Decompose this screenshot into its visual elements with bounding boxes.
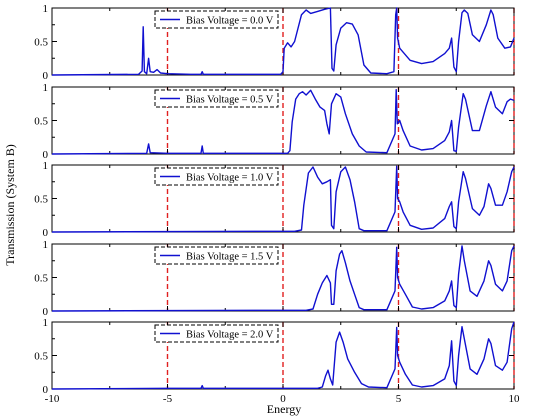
- legend-box: [154, 167, 279, 186]
- legend-box: [154, 246, 279, 265]
- transmission-series-line: [51, 89, 515, 155]
- y-tick-label: 0: [43, 306, 49, 318]
- transmission-series-line: [51, 165, 515, 233]
- y-tick-label: 0.5: [34, 273, 48, 285]
- panel-2: 0 0.5 1 Bias Voltage = 1.0 V: [34, 160, 515, 239]
- y-tick-label: 0.5: [34, 351, 48, 363]
- y-tick-label: 1: [43, 82, 49, 94]
- legend-box: [154, 10, 279, 29]
- x-tick-label: -5: [163, 393, 173, 405]
- panel-0: 0 0.5 1 Bias Voltage = 0.0 V: [34, 3, 515, 82]
- panels-group: 0 0.5 1 Bias Voltage = 0.0 V 0 0.5 1 Bias Volta…: [34, 3, 520, 405]
- legend-box: [154, 324, 279, 343]
- legend-box: [154, 89, 279, 108]
- y-tick-label: 0: [43, 149, 49, 161]
- transmission-series-line: [51, 7, 515, 76]
- panel-3: 0 0.5 1 Bias Voltage = 1.5 V: [34, 239, 515, 318]
- transmission-series-line: [51, 245, 515, 312]
- y-tick-label: 0.5: [34, 116, 48, 128]
- panel-4: 0 0.5 1 Bias Voltage = 2.0 V: [34, 317, 515, 396]
- y-tick-label: 1: [43, 3, 49, 15]
- y-tick-label: 0.5: [34, 194, 48, 206]
- y-tick-label: 0: [43, 70, 49, 82]
- transmission-series-line: [51, 321, 515, 390]
- y-tick-label: 1: [43, 160, 49, 172]
- y-tick-label: 1: [43, 239, 49, 251]
- y-axis-label: Transmission (System B): [3, 144, 17, 266]
- legend-label: Bias Voltage = 1.0 V: [186, 173, 274, 184]
- x-tick-label: -10: [45, 393, 60, 405]
- y-tick-label: 0: [43, 227, 49, 239]
- legend-label: Bias Voltage = 2.0 V: [186, 330, 274, 341]
- x-tick-label: 0: [280, 393, 286, 405]
- y-tick-label: 0: [43, 384, 49, 396]
- legend-label: Bias Voltage = 0.0 V: [186, 16, 274, 27]
- x-tick-label: 10: [509, 393, 521, 405]
- x-tick-label: 5: [396, 393, 402, 405]
- y-tick-label: 1: [43, 317, 49, 329]
- x-axis-label: Energy: [267, 402, 301, 416]
- panel-1: 0 0.5 1 Bias Voltage = 0.5 V: [34, 82, 515, 161]
- legend-label: Bias Voltage = 0.5 V: [186, 95, 274, 106]
- y-tick-label: 0.5: [34, 37, 48, 49]
- legend-label: Bias Voltage = 1.5 V: [186, 252, 274, 263]
